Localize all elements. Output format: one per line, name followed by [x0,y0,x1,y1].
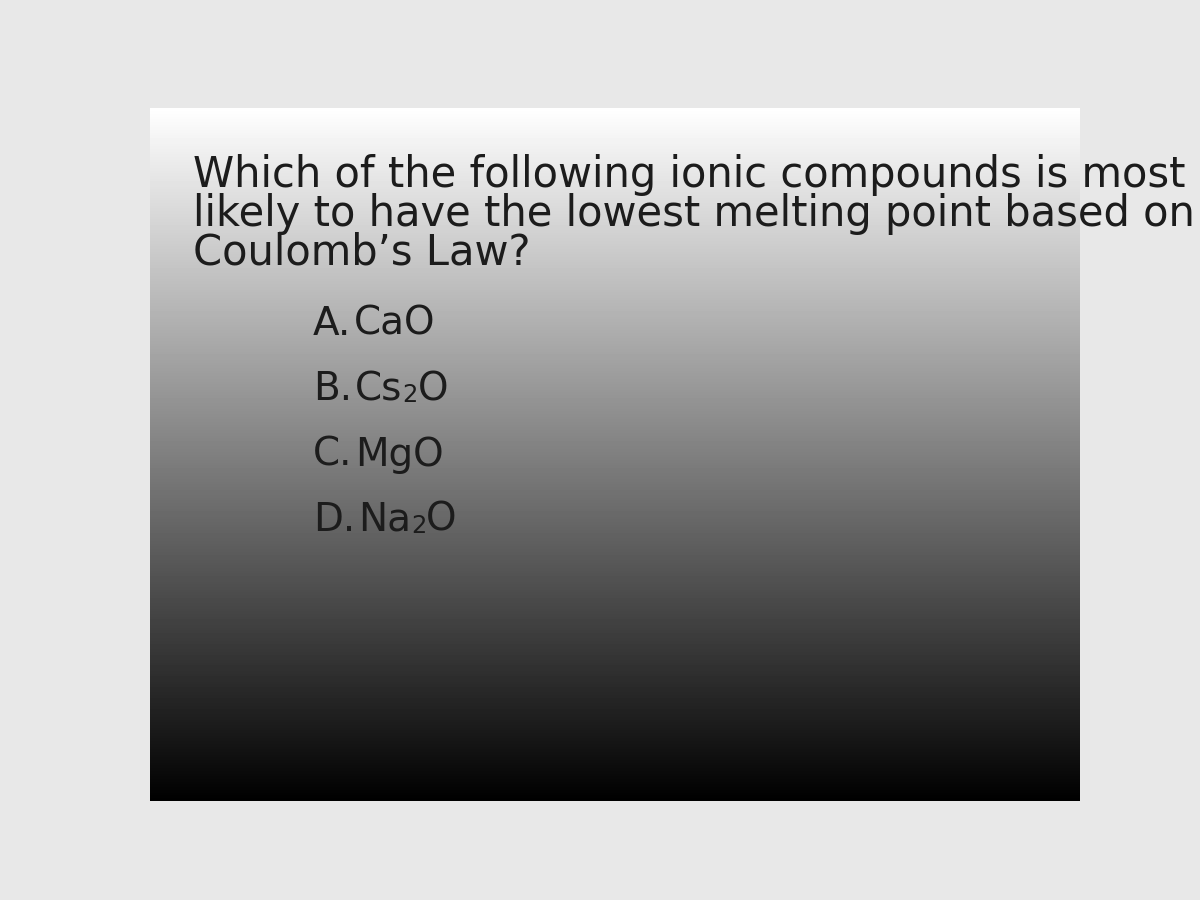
Text: likely to have the lowest melting point based on: likely to have the lowest melting point … [193,193,1194,235]
Text: O: O [418,370,448,408]
Text: D.: D. [313,501,355,539]
Text: Which of the following ionic compounds is most: Which of the following ionic compounds i… [193,154,1186,196]
Text: O: O [426,501,457,539]
Text: Cs: Cs [355,370,402,408]
Text: Coulomb’s Law?: Coulomb’s Law? [193,231,530,274]
Text: CaO: CaO [354,304,436,343]
Text: 2: 2 [402,383,418,407]
Text: C.: C. [313,436,353,473]
Text: B.: B. [313,370,352,408]
Text: 2: 2 [412,514,426,538]
Text: MgO: MgO [355,436,444,473]
Text: A.: A. [313,304,352,343]
Text: Na: Na [358,501,412,539]
